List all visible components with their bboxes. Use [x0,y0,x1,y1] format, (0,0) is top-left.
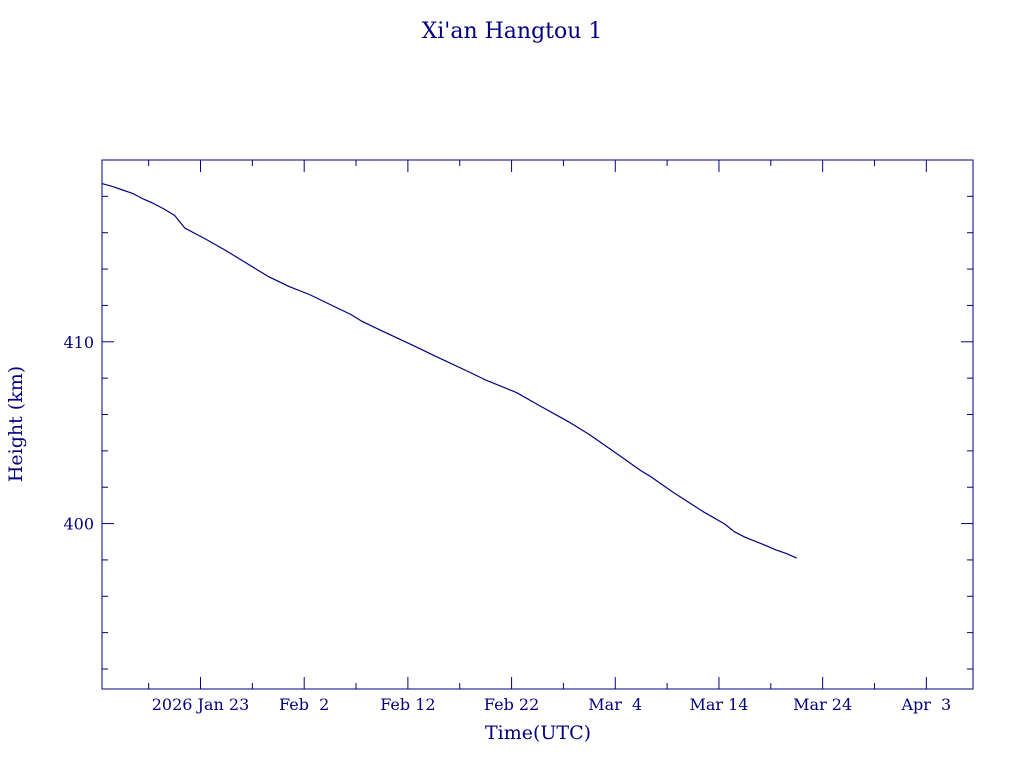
height-series-line [101,183,797,559]
x-tick-label: Feb 22 [484,695,539,714]
x-tick-label: Mar 24 [793,695,852,714]
x-tick-label: Feb 12 [380,695,435,714]
x-tick-label: Apr 3 [900,695,951,714]
series-layer [101,183,797,559]
x-tick-label: Mar 14 [689,695,748,714]
x-tick-label: Feb 2 [279,695,329,714]
x-tick-label: 2026 Jan 23 [152,695,250,714]
tick-labels: 2026 Jan 23 Feb 2 Feb 12 Feb 22 Mar 4 Mar 14 M… [63,333,951,714]
chart-title: Xi'an Hangtou 1 [422,19,603,44]
x-axis-title: Time(UTC) [485,722,591,744]
y-axis-title: Height (km) [5,366,27,482]
plot-frame [101,159,974,690]
y-tick-label: 400 [63,515,94,534]
axis-ticks [102,160,973,689]
y-tick-label: 410 [63,333,94,352]
x-tick-label: Mar 4 [588,695,642,714]
